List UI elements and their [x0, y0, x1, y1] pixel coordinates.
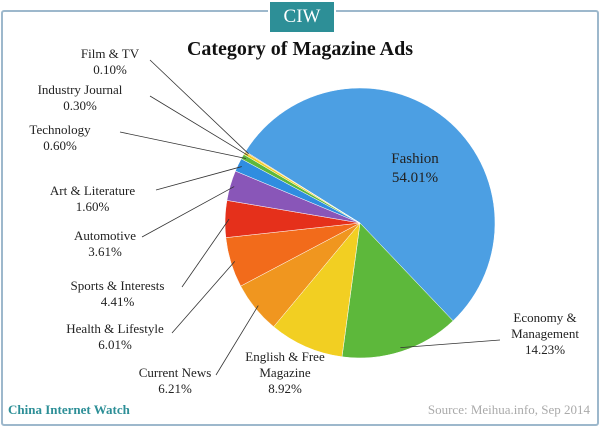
- category-label: Fashion: [391, 151, 439, 167]
- brand: China Internet Watch: [8, 402, 130, 417]
- category-label: Technology: [29, 122, 91, 137]
- value-label: 14.23%: [524, 342, 566, 357]
- data-label: Health & Lifestyle 6.01%: [50, 321, 180, 353]
- data-label: Art & Literature 1.60%: [35, 183, 150, 215]
- pie-slice: [244, 151, 361, 224]
- leader-line: [155, 166, 242, 191]
- source: Source: Meihua.info, Sep 2014: [427, 402, 590, 417]
- value-label: 3.61%: [88, 244, 122, 259]
- leader-line: [149, 59, 249, 155]
- value-label: 8.92%: [268, 381, 302, 396]
- data-label: Current News 6.21%: [120, 365, 230, 397]
- leader-line: [171, 261, 236, 334]
- value-label: 54.01%: [391, 170, 439, 186]
- value-label: 1.60%: [75, 199, 110, 214]
- logo: CIW: [268, 0, 336, 34]
- category-label: Art & Literature: [49, 183, 136, 198]
- data-label: English & Free Magazine 8.92%: [230, 349, 340, 397]
- value-label: 0.60%: [43, 138, 77, 153]
- data-label: Sports & Interests 4.41%: [55, 278, 180, 310]
- pie-slice: [245, 87, 496, 322]
- data-label: Automotive 3.61%: [60, 228, 150, 260]
- category-label: Industry Journal: [37, 82, 123, 97]
- category-label: Economy & Management: [511, 310, 579, 341]
- data-label: Technology 0.60%: [5, 122, 115, 154]
- leader-line: [119, 131, 247, 159]
- category-label: English & Free Magazine: [245, 349, 325, 380]
- value-label: 0.10%: [93, 62, 127, 77]
- data-label: Industry Journal 0.30%: [15, 82, 145, 114]
- pie-slice: [341, 222, 454, 359]
- category-label: Health & Lifestyle: [66, 321, 164, 336]
- category-label: Sports & Interests: [70, 278, 165, 293]
- category-label: Automotive: [73, 228, 137, 243]
- data-label: Economy & Management 14.23%: [490, 310, 600, 358]
- value-label: 6.21%: [158, 381, 192, 396]
- category-label: Current News: [138, 365, 212, 380]
- leader-line: [149, 95, 249, 156]
- value-label: 4.41%: [100, 294, 135, 309]
- leader-line: [141, 186, 235, 238]
- data-label: Film & TV 0.10%: [55, 46, 165, 78]
- leader-line: [400, 339, 501, 349]
- leader-line: [215, 305, 259, 376]
- category-label: Film & TV: [80, 46, 140, 61]
- leader-line: [181, 218, 230, 288]
- data-label: Fashion 54.01%: [370, 150, 460, 188]
- value-label: 6.01%: [98, 337, 132, 352]
- chart-title: Category of Magazine Ads: [186, 38, 414, 60]
- value-label: 0.30%: [63, 98, 97, 113]
